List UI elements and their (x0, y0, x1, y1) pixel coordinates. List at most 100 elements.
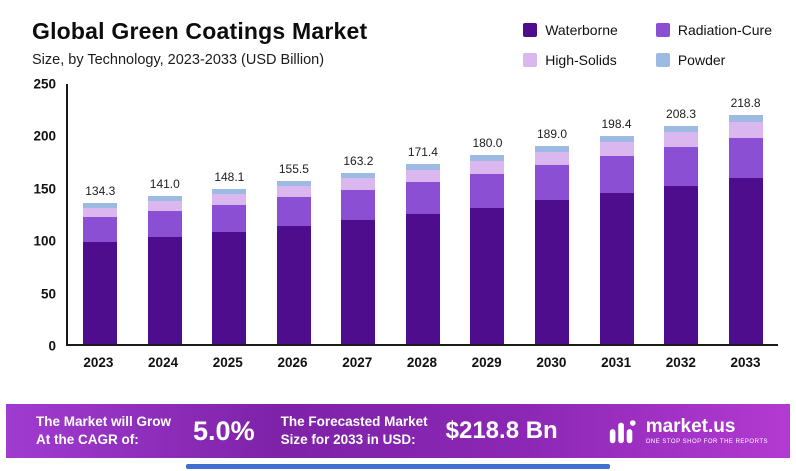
y-tick-250: 250 (33, 76, 56, 92)
brand-text: market.us ONE STOP SHOP FOR THE REPORTS (646, 417, 768, 445)
bar-segment-high-solids (664, 132, 699, 147)
bar-total-label: 198.4 (601, 117, 632, 132)
bar-segment-waterborne (728, 178, 763, 344)
y-tick-200: 200 (33, 128, 56, 144)
bar-segment-high-solids (728, 121, 763, 138)
brand-tagline: ONE STOP SHOP FOR THE REPORTS (645, 439, 768, 445)
chart-area: 0 50 100 150 200 250 134.3 141.0 148.1 155.5 163.… (18, 77, 778, 354)
bar-segment-radiation-cure (405, 182, 440, 215)
bar-stack (147, 196, 182, 344)
bar-segment-high-solids (599, 142, 634, 157)
bar-segment-powder (83, 203, 118, 208)
bar-segment-radiation-cure (341, 189, 376, 221)
bar-segment-high-solids (83, 207, 118, 218)
bar-segment-high-solids (276, 186, 311, 198)
bar-total-label: 208.3 (666, 106, 697, 121)
legend-item-high-solids: High-Solids (523, 52, 618, 68)
chart-subtitle: Size, by Technology, 2023-2033 (USD Bill… (32, 52, 325, 68)
bar-segment-high-solids (212, 194, 247, 205)
bar-segment-powder (470, 155, 505, 162)
x-label-2026: 2026 (277, 355, 308, 370)
bar-2025: 148.1 (205, 84, 253, 344)
bar-segment-powder (405, 164, 440, 171)
y-tick-0: 0 (48, 338, 56, 354)
x-label-2031: 2031 (601, 355, 632, 370)
bar-2030: 189.0 (528, 84, 576, 344)
bar-segment-radiation-cure (212, 204, 247, 232)
bar-2026: 155.5 (270, 84, 318, 344)
bottom-strip (0, 458, 796, 471)
bar-segment-powder (147, 196, 182, 201)
bar-segment-waterborne (470, 207, 505, 344)
bar-total-label: 148.1 (214, 169, 245, 184)
bar-total-label: 171.4 (407, 145, 438, 160)
y-tick-100: 100 (33, 233, 56, 249)
bar-segment-waterborne (405, 214, 440, 344)
forecast-label: The Forecasted Market Size for 2033 in U… (281, 413, 428, 449)
cagr-value: 5.0% (193, 415, 255, 446)
bar-segment-waterborne (599, 193, 634, 344)
bar-total-label: 155.5 (278, 162, 309, 177)
legend-swatch-icon (523, 53, 538, 67)
y-tick-50: 50 (40, 286, 56, 302)
bars-container: 134.3 141.0 148.1 155.5 163.2 171.4 180.0 189.0… (66, 84, 778, 346)
bar-segment-powder (341, 173, 376, 179)
bar-stack (728, 114, 763, 344)
legend-swatch-icon (655, 53, 670, 67)
forecast-label-line2: Size for 2033 in USD: (280, 432, 416, 447)
bar-segment-radiation-cure (276, 197, 311, 227)
x-label-2030: 2030 (536, 355, 567, 370)
bar-segment-radiation-cure (147, 210, 182, 238)
legend-label: Radiation-Cure (677, 22, 772, 38)
forecast-value: $218.8 Bn (445, 417, 558, 444)
bar-stack (534, 145, 569, 344)
bar-segment-radiation-cure (534, 165, 569, 201)
bar-2027: 163.2 (334, 84, 382, 344)
legend-swatch-icon (655, 23, 670, 37)
x-label-2032: 2032 (665, 355, 696, 370)
bar-segment-high-solids (405, 170, 440, 183)
bar-segment-radiation-cure (728, 137, 763, 179)
legend-item-radiation-cure: Radiation-Cure (655, 22, 772, 38)
bar-stack (470, 155, 505, 344)
bar-2029: 180.0 (463, 84, 511, 344)
y-tick-150: 150 (33, 181, 56, 197)
bar-total-label: 141.0 (149, 177, 180, 192)
bar-segment-high-solids (534, 152, 569, 166)
x-label-2027: 2027 (342, 355, 373, 370)
bar-segment-powder (534, 145, 569, 153)
bottom-accent-line (186, 464, 610, 469)
x-label-2023: 2023 (83, 355, 114, 370)
legend-label: Waterborne (545, 22, 618, 38)
chart-header: Global Green Coatings Market Size, by Te… (18, 10, 778, 68)
x-label-2024: 2024 (148, 355, 179, 370)
legend-swatch-icon (523, 23, 538, 37)
bar-segment-waterborne (534, 200, 569, 344)
bar-total-label: 163.2 (343, 154, 374, 168)
bar-segment-powder (599, 136, 634, 143)
bar-2032: 208.3 (657, 84, 705, 344)
bar-total-label: 134.3 (85, 184, 116, 199)
market-us-logo-icon (607, 416, 637, 446)
cagr-label: The Market will Grow At the CAGR of: (36, 413, 171, 449)
bar-segment-waterborne (276, 226, 311, 344)
bar-segment-waterborne (212, 231, 247, 344)
bar-total-label: 218.8 (730, 95, 761, 110)
bar-stack (341, 173, 376, 344)
bar-segment-radiation-cure (664, 147, 699, 186)
brand-logo[interactable]: market.us ONE STOP SHOP FOR THE REPORTS (607, 416, 768, 446)
bar-2024: 141.0 (141, 84, 189, 344)
bar-segment-powder (728, 114, 763, 122)
bar-2023: 134.3 (76, 84, 124, 344)
cagr-label-line2: At the CAGR of: (36, 432, 139, 447)
x-label-2033: 2033 (730, 355, 761, 370)
x-label-2029: 2029 (471, 355, 502, 370)
bar-2028: 171.4 (399, 84, 447, 344)
x-axis-labels: 2023 2024 2025 2026 2027 2028 2029 2030 2031 2032… (66, 346, 778, 376)
bar-stack (405, 164, 440, 344)
chart-legend: Waterborne Radiation-Cure High-Solids Powde… (523, 10, 778, 68)
bar-segment-powder (276, 181, 311, 187)
bar-stack (212, 188, 247, 344)
bar-segment-high-solids (341, 178, 376, 190)
